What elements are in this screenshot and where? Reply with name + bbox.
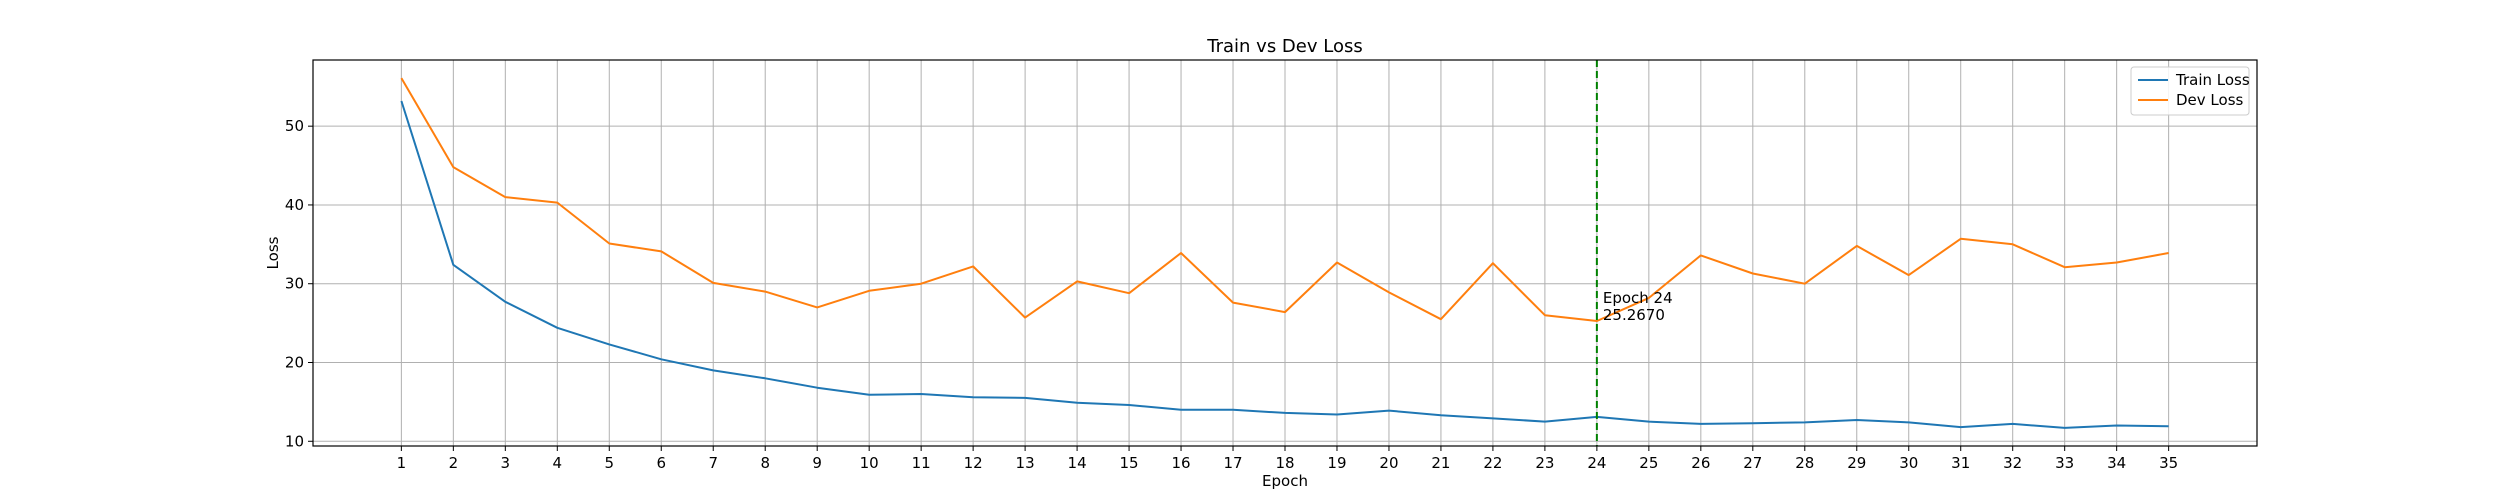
y-tick-label: 30 <box>285 275 304 293</box>
x-tick-label: 14 <box>1068 454 1087 472</box>
x-tick-label: 28 <box>1795 454 1814 472</box>
x-tick-label: 21 <box>1431 454 1450 472</box>
y-tick-label: 20 <box>285 353 304 371</box>
x-tick-label: 11 <box>912 454 931 472</box>
x-tick-label: 4 <box>553 454 563 472</box>
x-tick-label: 27 <box>1743 454 1762 472</box>
best-epoch-value: 25.2670 <box>1603 306 1665 324</box>
x-tick-label: 1 <box>397 454 407 472</box>
x-tick-label: 5 <box>605 454 615 472</box>
x-tick-label: 15 <box>1120 454 1139 472</box>
axis-ticks: 1 2 3 4 5 6 7 8 9 10 11 12 13 14 15 16 17 18 19 20 21 22 23 24 2… <box>285 117 2178 472</box>
series-lines <box>400 77 2169 429</box>
x-tick-label: 35 <box>2159 454 2178 472</box>
legend-label-dev-loss: Dev Loss <box>2176 91 2244 109</box>
x-tick-label: 9 <box>812 454 822 472</box>
y-tick-label: 40 <box>285 196 304 214</box>
chart-title: Train vs Dev Loss <box>1206 36 1362 57</box>
x-tick-label: 30 <box>1899 454 1918 472</box>
x-tick-label: 2 <box>449 454 459 472</box>
x-tick-label: 7 <box>708 454 718 472</box>
x-tick-label: 31 <box>1951 454 1970 472</box>
train-loss-line <box>400 100 2169 429</box>
x-tick-label: 17 <box>1223 454 1242 472</box>
x-tick-label: 12 <box>964 454 983 472</box>
x-tick-label: 13 <box>1016 454 1035 472</box>
x-tick-label: 8 <box>760 454 770 472</box>
plot-frame <box>312 59 2258 447</box>
x-tick-label: 34 <box>2107 454 2126 472</box>
x-tick-label: 32 <box>2003 454 2022 472</box>
grid <box>313 60 2257 446</box>
x-tick-label: 26 <box>1691 454 1710 472</box>
x-axis-title: Epoch <box>1262 472 1308 490</box>
x-tick-label: 18 <box>1275 454 1294 472</box>
x-tick-label: 29 <box>1847 454 1866 472</box>
y-tick-label: 50 <box>285 117 304 135</box>
x-tick-label: 20 <box>1379 454 1398 472</box>
y-axis-title: Loss <box>264 236 282 269</box>
legend: Train Loss Dev Loss <box>2130 66 2250 116</box>
x-tick-label: 25 <box>1639 454 1658 472</box>
x-tick-label: 10 <box>860 454 879 472</box>
x-tick-label: 24 <box>1587 454 1606 472</box>
best-epoch-label: Epoch 24 <box>1603 289 1673 307</box>
y-tick-label: 10 <box>285 432 304 450</box>
x-tick-label: 6 <box>656 454 666 472</box>
legend-label-train-loss: Train Loss <box>2175 71 2250 89</box>
dev-loss-line <box>400 77 2169 322</box>
x-tick-label: 19 <box>1327 454 1346 472</box>
x-tick-label: 22 <box>1483 454 1502 472</box>
x-tick-label: 3 <box>501 454 511 472</box>
x-tick-label: 16 <box>1171 454 1190 472</box>
x-tick-label: 33 <box>2055 454 2074 472</box>
x-tick-label: 23 <box>1535 454 1554 472</box>
